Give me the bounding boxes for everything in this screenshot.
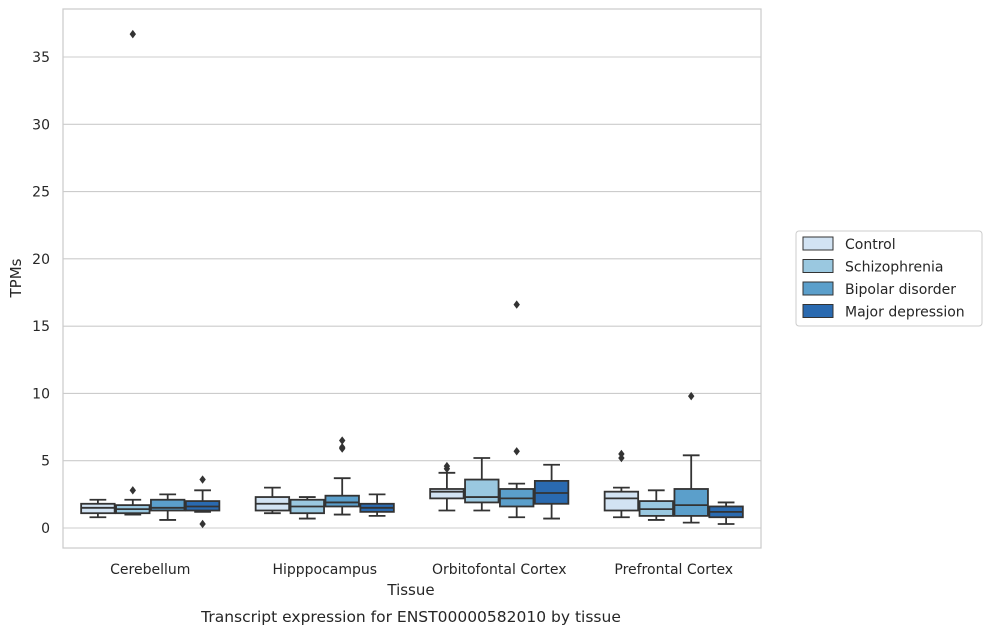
- box-iqr: [464, 478, 500, 504]
- y-tick-label: 5: [41, 454, 50, 470]
- outlier-point: [199, 475, 206, 484]
- box-group: [638, 489, 674, 521]
- box-group: [184, 475, 221, 529]
- box-group: [115, 486, 151, 516]
- outlier-point: [618, 449, 625, 459]
- outlier-point: [688, 391, 695, 401]
- y-tick-label: 25: [32, 185, 50, 201]
- legend-label: Bipolar disorder: [845, 282, 956, 298]
- legend-item: Control: [802, 236, 896, 253]
- outlier-point: [129, 486, 136, 495]
- legend-item: Schizophrenia: [802, 259, 943, 276]
- y-tick-label: 30: [32, 117, 50, 133]
- outlier-point: [339, 436, 346, 445]
- outlier-point: [513, 300, 520, 309]
- x-tick-labels: Cerebellum Hipppocampus Orbitofontal Corte…: [110, 562, 733, 578]
- y-tick-label: 0: [41, 521, 50, 537]
- box-group: [324, 436, 360, 516]
- box-iqr: [673, 488, 709, 517]
- x-tick-label: Orbitofontal Cortex: [432, 562, 567, 578]
- legend-label: Schizophrenia: [845, 260, 943, 276]
- legend-swatch: [802, 259, 834, 273]
- legend-swatch: [802, 236, 834, 251]
- y-tick-label: 10: [32, 386, 50, 402]
- y-tick-label: 15: [32, 319, 50, 335]
- y-tick-label: 35: [32, 50, 50, 66]
- box-group: [464, 457, 500, 512]
- box-group: [429, 461, 465, 512]
- plot-frame: [62, 8, 762, 549]
- legend-label: Control: [845, 237, 896, 253]
- box-group: [673, 391, 709, 524]
- box-iqr: [603, 490, 640, 512]
- box-group: [254, 486, 291, 515]
- x-tick-label: Cerebellum: [110, 562, 190, 578]
- box-group: [499, 300, 535, 519]
- y-tick-labels: 0 5 10 15 20 25 30 35: [32, 50, 50, 537]
- figure-caption: Transcript expression for ENST0000058201…: [200, 608, 621, 626]
- box-iqr: [324, 494, 360, 508]
- outlier-point: [129, 29, 136, 39]
- legend-swatch: [802, 304, 834, 318]
- box-group: [533, 463, 570, 520]
- outlier-point: [443, 461, 451, 471]
- y-axis-title: TPMs: [7, 258, 25, 298]
- box-group: [603, 449, 640, 519]
- box-iqr: [150, 498, 186, 512]
- box-group: [289, 496, 325, 520]
- legend-swatch: [802, 281, 834, 296]
- grid-lines: [63, 56, 761, 529]
- legend-frame: [795, 230, 983, 327]
- box-iqr: [429, 488, 465, 500]
- legend-item: Major depression: [802, 304, 965, 321]
- box-group: [80, 498, 116, 519]
- x-axis-title: Tissue: [386, 581, 434, 599]
- x-tick-label: Hipppocampus: [272, 562, 377, 578]
- outlier-point: [199, 519, 206, 529]
- box-group: [359, 493, 395, 517]
- legend-item: Bipolar disorder: [802, 281, 956, 298]
- legend: Control Schizophrenia Bipolar disorder Majo…: [795, 230, 983, 327]
- y-tick-label: 20: [32, 252, 50, 268]
- outlier-point: [339, 443, 346, 452]
- legend-label: Major depression: [845, 305, 965, 321]
- x-tick-label: Prefrontal Cortex: [614, 562, 733, 578]
- box-group: [150, 493, 186, 521]
- boxes-layer: [80, 29, 744, 529]
- outlier-point: [513, 447, 520, 456]
- box-group: [708, 501, 744, 525]
